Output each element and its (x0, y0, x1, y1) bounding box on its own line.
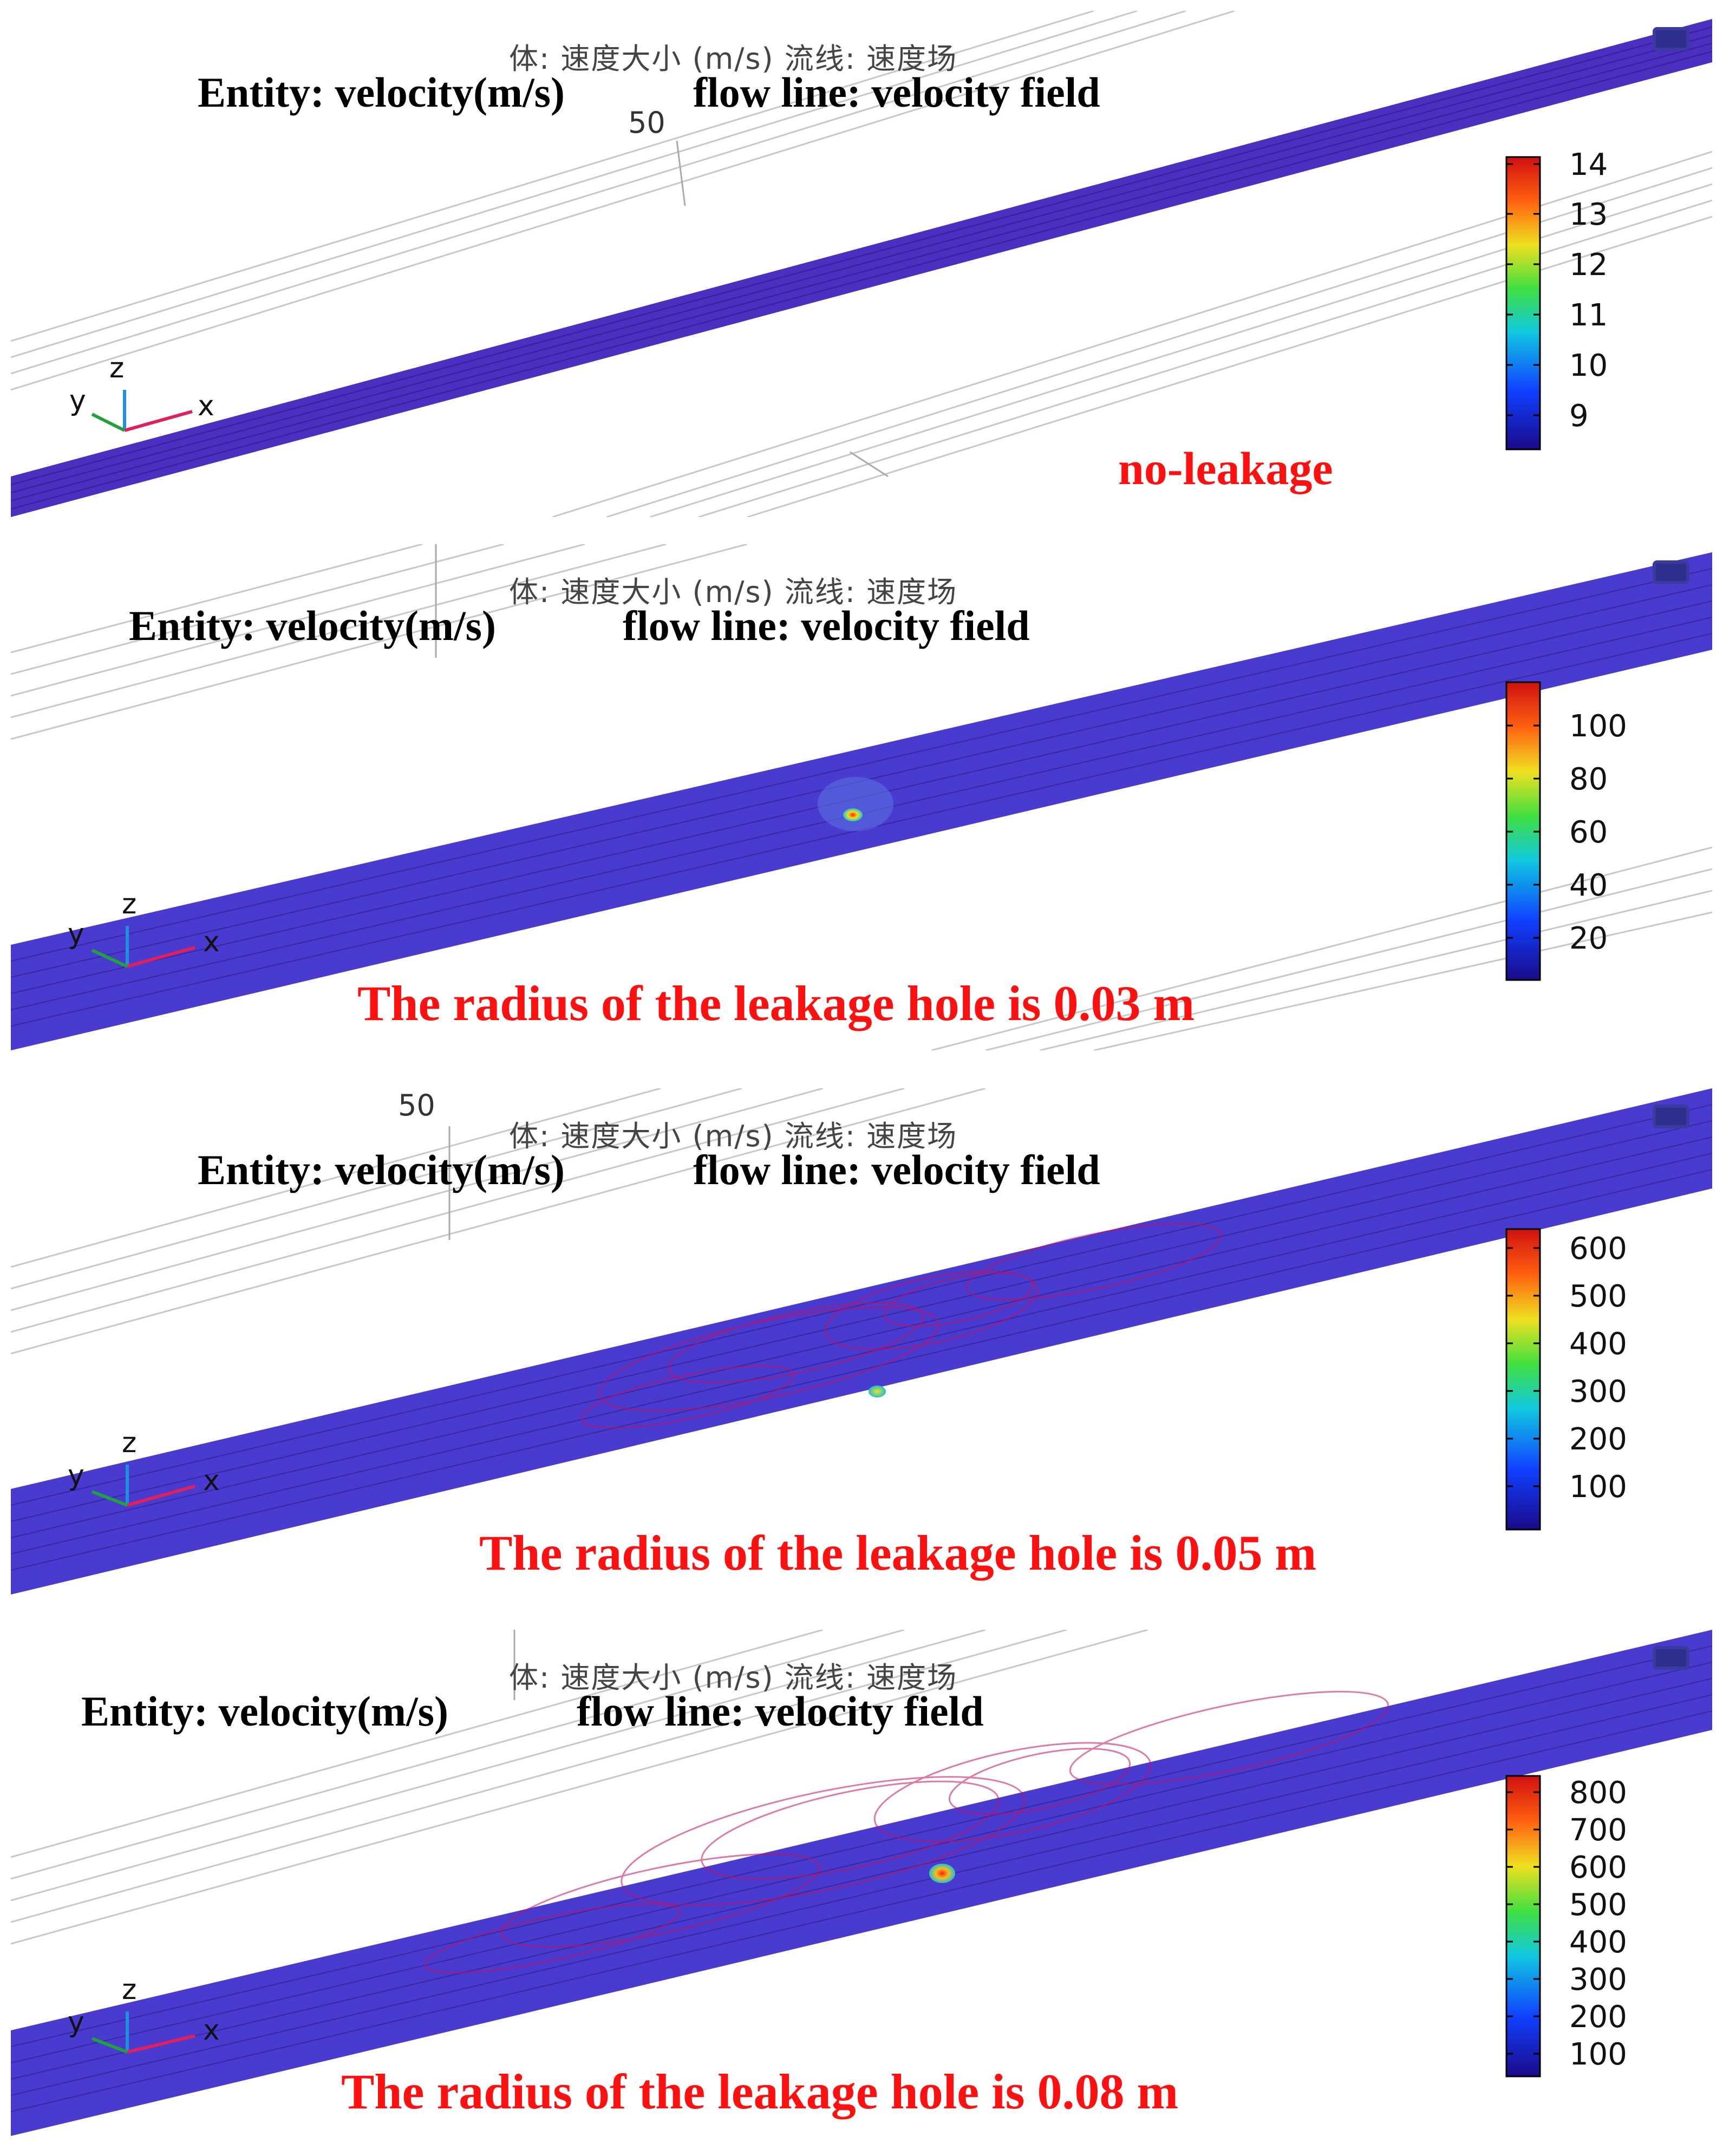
colorbar-tick-label: 9 (1569, 398, 1589, 434)
axis-z-label: z (109, 352, 125, 384)
colorbar-tick-label: 12 (1569, 247, 1608, 283)
panel-no-leakage: 体: 速度大小 (m/s) 流线: 速度场 Entity: velocity(m… (11, 11, 1712, 517)
axis-x-label: x (198, 390, 214, 422)
entity-label: Entity: velocity(m/s) (81, 1688, 449, 1735)
pipe-scene (11, 11, 1712, 517)
panel-caption: The radius of the leakage hole is 0.08 m (341, 2064, 1179, 2119)
pipe-scene (11, 1630, 1712, 2136)
colorbar-tick-label: 200 (1569, 1422, 1627, 1457)
pipe-streamlines (11, 1104, 1712, 1571)
axis-tick-label: 50 (628, 106, 665, 140)
axis-triad (91, 2011, 195, 2054)
colorbar-tick-label: 400 (1569, 1327, 1627, 1362)
pipe-body (11, 1088, 1712, 1595)
colorbar-tick-label: 20 (1569, 921, 1608, 956)
colorbar-tick-label: 10 (1569, 348, 1608, 383)
colorbar-tick-label: 100 (1569, 709, 1627, 744)
colorbar-tick-label: 800 (1569, 1775, 1627, 1811)
panel-caption: no-leakage (1118, 442, 1333, 494)
axis-x-label: x (203, 926, 220, 958)
colorbar-tick-label: 11 (1569, 298, 1608, 333)
colorbar-tick-label: 400 (1569, 1925, 1627, 1960)
vortex-streamlines (424, 1690, 1389, 1974)
flowline-label: flow line: velocity field (577, 1688, 984, 1735)
pipe-scene (11, 544, 1712, 1050)
colorbar-ticks (1506, 163, 1540, 416)
panel-hole-0-08: 体: 速度大小 (m/s) 流线: 速度场 Entity: velocity(m… (11, 1630, 1712, 2136)
leakage-hole (929, 1864, 955, 1883)
colorbar-tick-label: 60 (1569, 815, 1608, 850)
colorbar-ticks (1506, 724, 1540, 939)
panel-caption: The radius of the leakage hole is 0.05 m (479, 1525, 1317, 1580)
colorbar (1505, 1775, 1541, 2077)
vortex-streamlines (580, 1223, 1222, 1429)
flowline-label: flow line: velocity field (693, 1146, 1100, 1193)
entity-label: Entity: velocity(m/s) (129, 602, 497, 649)
colorbar-tick-label: 80 (1569, 762, 1608, 797)
colorbar-tick-label: 300 (1569, 1962, 1627, 1997)
colorbar-tick-label: 100 (1569, 2037, 1627, 2072)
axis-triad (91, 390, 193, 432)
axis-y-label: y (68, 1459, 84, 1492)
colorbar-tick-label: 13 (1569, 197, 1608, 232)
colorbar-tick-label: 40 (1569, 868, 1608, 903)
axis-z-label: z (122, 888, 137, 920)
colorbar-tick-label: 700 (1569, 1813, 1627, 1848)
colorbar-tick-label: 500 (1569, 1279, 1627, 1314)
pipe-streamlines (11, 1645, 1712, 2112)
leakage-hole (869, 1386, 886, 1397)
entity-label: Entity: velocity(m/s) (198, 69, 565, 116)
axis-triad (91, 1465, 195, 1507)
leakage-hole (843, 808, 863, 821)
panel-title-zh: 体: 速度大小 (m/s) 流线: 速度场 (509, 1661, 958, 1695)
flowline-label: flow line: velocity field (693, 69, 1100, 116)
pipe-body (11, 19, 1712, 517)
axis-z-label: z (122, 1974, 137, 2006)
colorbar-ticks (1506, 1247, 1540, 1487)
colorbar-tick-label: 300 (1569, 1374, 1627, 1409)
colorbar-tick-label: 100 (1569, 1469, 1627, 1505)
axis-y-label: y (68, 2006, 84, 2039)
window-icon (1653, 560, 1689, 584)
colorbar-ticks (1506, 1791, 1540, 2055)
panel-title-zh: 体: 速度大小 (m/s) 流线: 速度场 (509, 42, 958, 76)
axis-z-label: z (122, 1427, 137, 1459)
axis-y-label: y (68, 918, 84, 950)
panel-hole-0-05: 50 体: 速度大小 (m/s) 流线: 速度场 Entity: velocit… (11, 1088, 1712, 1595)
flow-disturbance (818, 777, 893, 831)
axis-triad (91, 926, 195, 968)
panel-caption: The radius of the leakage hole is 0.03 m (357, 976, 1195, 1031)
panel-title-zh: 体: 速度大小 (m/s) 流线: 速度场 (509, 1119, 958, 1153)
panel-hole-0-03: 体: 速度大小 (m/s) 流线: 速度场 Entity: velocity(m… (11, 544, 1712, 1050)
grid-lines (11, 544, 1712, 1050)
axis-tick-label: 50 (398, 1088, 435, 1122)
colorbar-tick-label: 600 (1569, 1850, 1627, 1885)
axis-y-label: y (69, 384, 86, 417)
pipe-streamlines (11, 27, 1712, 509)
colorbar-tick-label: 14 (1569, 147, 1608, 182)
axis-x-label: x (203, 1465, 220, 1497)
grid-lines (11, 1630, 1148, 1945)
colorbar (1505, 1228, 1541, 1531)
colorbar (1505, 156, 1541, 450)
flowline-label: flow line: velocity field (623, 602, 1030, 649)
window-icon (1653, 1646, 1689, 1670)
colorbar-tick-label: 200 (1569, 2000, 1627, 2035)
axis-x-label: x (203, 2014, 220, 2047)
panel-title-zh: 体: 速度大小 (m/s) 流线: 速度场 (509, 575, 958, 609)
grid-lines (11, 1088, 986, 1355)
colorbar-tick-label: 600 (1569, 1231, 1627, 1266)
entity-label: Entity: velocity(m/s) (198, 1146, 565, 1193)
pipe-scene (11, 1088, 1712, 1595)
colorbar-tick-label: 500 (1569, 1887, 1627, 1923)
window-icon (1653, 1105, 1689, 1128)
window-icon (1653, 27, 1689, 51)
